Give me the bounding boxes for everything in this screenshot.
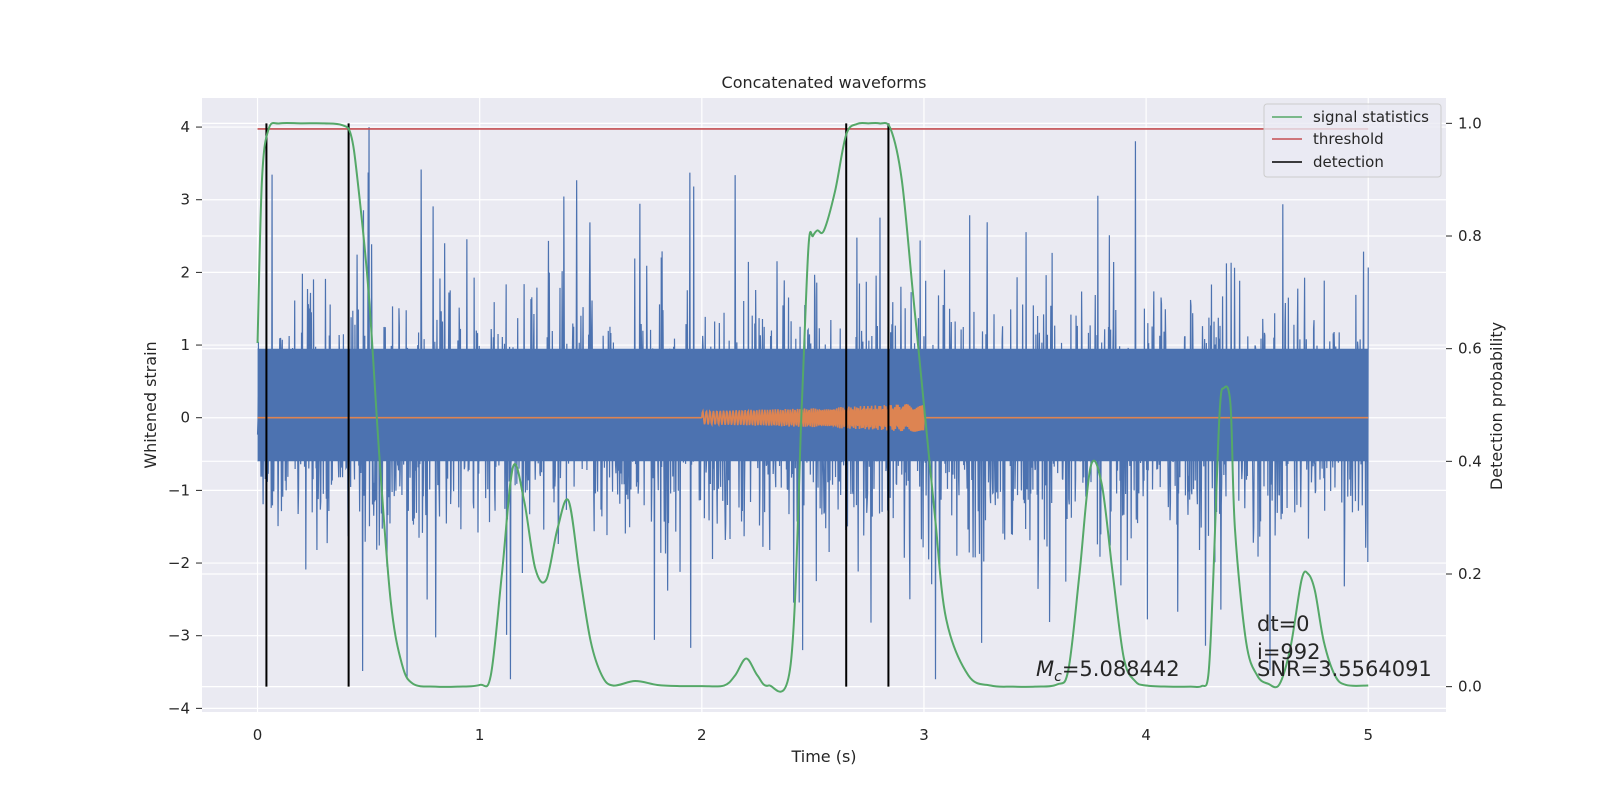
index-annotation: i=992 [1257,640,1321,664]
x-axis-ticks: 0 1 2 3 4 5 [253,726,1373,744]
y2-tick-label: 0.8 [1458,227,1482,245]
legend-signal-statistics: signal statistics [1313,108,1429,126]
y2-tick-label: 0.4 [1458,452,1482,470]
chirp-mass-annotation: Mc=5.088442 [1036,657,1180,685]
chart-title: Concatenated waveforms [722,73,927,92]
y-tick-label: −4 [168,699,190,717]
signal-statistics-line [256,121,1369,693]
y-tick-label: −3 [168,627,190,645]
legend: signal statistics threshold detection [1263,103,1442,178]
y2-tick-label: 0.2 [1458,565,1482,583]
x-tick-label: 0 [253,726,263,744]
y-axis-ticks: −4 −3 −2 −1 0 1 2 3 4 [168,118,202,717]
legend-detection: detection [1313,153,1384,171]
x-axis-label: Time (s) [790,747,856,766]
y-tick-label: 4 [180,118,190,136]
strain-core-band [257,348,1369,462]
legend-box [1263,103,1442,178]
y-tick-label: 0 [180,409,190,427]
x-tick-label: 5 [1363,726,1373,744]
x-tick-label: 2 [697,726,707,744]
y-tick-label: 1 [180,336,190,354]
snr-annotation: SNR=3.5564091 [1257,657,1432,681]
y-tick-label: 2 [180,263,190,281]
y-tick-label: 3 [180,191,190,209]
plot-content [256,121,1369,693]
y2-tick-label: 1.0 [1458,114,1482,132]
y-tick-label: −1 [168,481,190,499]
x-tick-label: 4 [1141,726,1151,744]
y-axis-label: Whitened strain [141,341,160,468]
y-tick-label: −2 [168,554,190,572]
dt-annotation: dt=0 [1257,612,1310,636]
legend-threshold: threshold [1313,130,1384,148]
y2-axis-label: Detection probability [1487,322,1506,490]
x-tick-label: 1 [475,726,485,744]
y2-axis-ticks: 0.0 0.2 0.4 0.6 0.8 1.0 [1446,114,1482,696]
y2-tick-label: 0.6 [1458,340,1482,358]
y2-tick-label: 0.0 [1458,678,1482,696]
x-tick-label: 3 [919,726,929,744]
